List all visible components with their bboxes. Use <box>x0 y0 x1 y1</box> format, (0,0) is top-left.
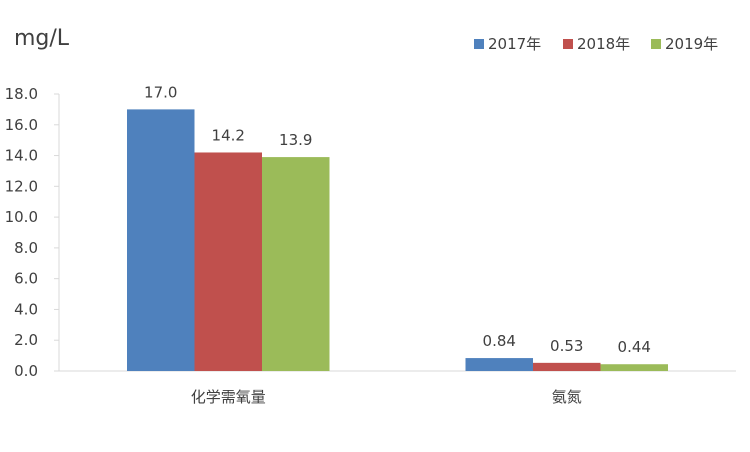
bar-data-label: 0.53 <box>550 337 583 355</box>
legend-label: 2018年 <box>577 35 630 53</box>
legend-swatch <box>651 39 661 49</box>
bars <box>127 109 668 371</box>
bar-data-label: 17.0 <box>144 83 177 101</box>
bar <box>194 152 262 371</box>
bar-data-label: 14.2 <box>212 126 245 144</box>
bar <box>533 362 601 371</box>
bar-data-label: 0.44 <box>618 338 651 356</box>
y-tick-label: 8.0 <box>14 239 38 257</box>
bar-data-label: 0.84 <box>483 332 516 350</box>
bar <box>262 157 330 371</box>
y-tick-label: 14.0 <box>5 147 38 165</box>
legend-swatch <box>563 39 573 49</box>
legend-label: 2017年 <box>488 35 541 53</box>
y-axis: 0.0 2.0 4.0 6.0 8.0 10.0 12.0 14.0 16.0 18.0 <box>5 85 60 380</box>
data-labels: 17.0 14.2 13.9 0.84 0.53 0.44 <box>144 83 651 356</box>
bar <box>127 109 195 371</box>
y-tick-label: 4.0 <box>14 300 38 318</box>
legend: 2017年 2018年 2019年 <box>474 35 718 53</box>
y-tick-label: 6.0 <box>14 270 38 288</box>
y-tick-label: 2.0 <box>14 331 38 349</box>
x-category-label: 氨氮 <box>552 388 582 406</box>
y-tick-label: 18.0 <box>5 85 38 103</box>
y-tick-label: 12.0 <box>5 177 38 195</box>
legend-label: 2019年 <box>665 35 718 53</box>
bar <box>465 358 533 371</box>
legend-swatch <box>474 39 484 49</box>
y-tick-label: 16.0 <box>5 116 38 134</box>
x-axis: 化学需氧量 氨氮 <box>59 370 736 406</box>
y-tick-label: 10.0 <box>5 208 38 226</box>
bar <box>600 364 668 371</box>
bar-data-label: 13.9 <box>279 131 312 149</box>
y-axis-unit-label: mg/L <box>14 26 70 51</box>
y-tick-label: 0.0 <box>14 362 38 380</box>
x-category-label: 化学需氧量 <box>191 388 266 406</box>
